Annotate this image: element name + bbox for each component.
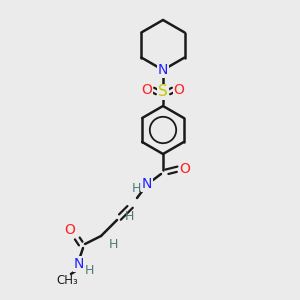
Text: O: O [180,162,190,176]
Text: H: H [131,182,141,194]
Text: O: O [174,83,184,97]
Text: H: H [108,238,118,250]
Text: H: H [124,209,134,223]
Text: S: S [158,85,168,100]
Text: N: N [158,63,168,77]
Text: CH₃: CH₃ [56,274,78,286]
Text: H: H [84,263,94,277]
Text: N: N [142,177,152,191]
Text: N: N [74,257,84,271]
Text: O: O [64,223,75,237]
Text: O: O [142,83,152,97]
